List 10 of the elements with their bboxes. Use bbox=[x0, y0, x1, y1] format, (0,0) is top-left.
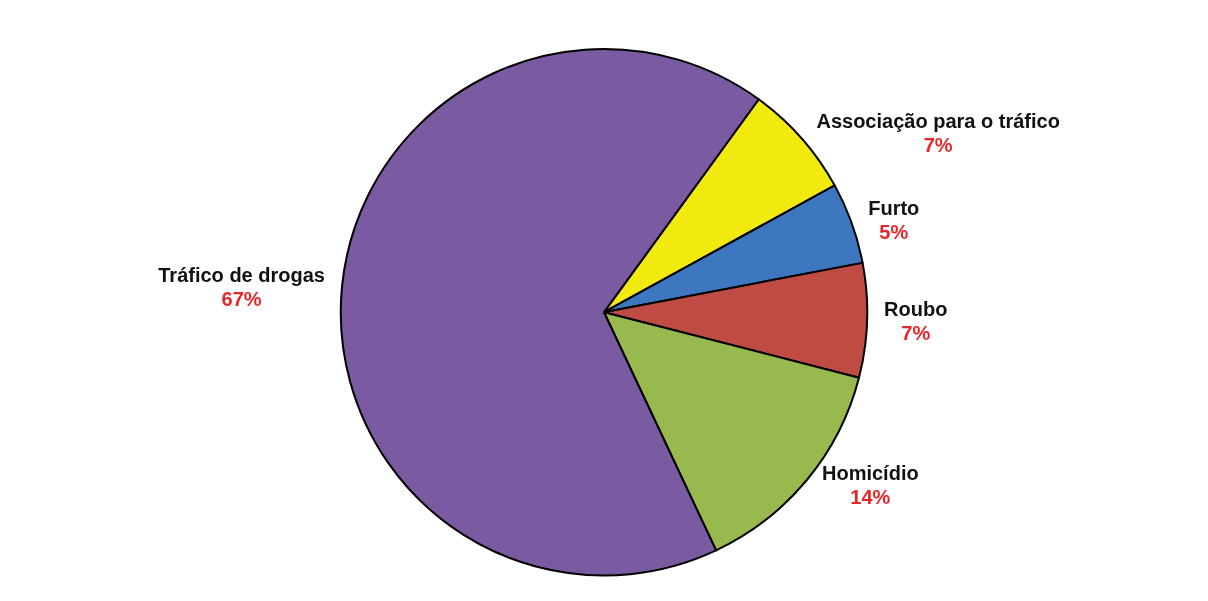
data-label: 14% bbox=[850, 486, 891, 509]
data-label: 7% bbox=[923, 133, 953, 156]
slice-label: Associação para o tráfico bbox=[816, 109, 1060, 132]
slice-label: Tráfico de drogas bbox=[158, 263, 325, 286]
data-label: 5% bbox=[879, 221, 909, 244]
slice-label: Homicídio bbox=[822, 462, 919, 485]
slice-label: Furto bbox=[868, 197, 920, 220]
slice-label: Roubo bbox=[884, 297, 948, 320]
data-label: 7% bbox=[901, 321, 931, 344]
data-label: 67% bbox=[221, 287, 262, 310]
